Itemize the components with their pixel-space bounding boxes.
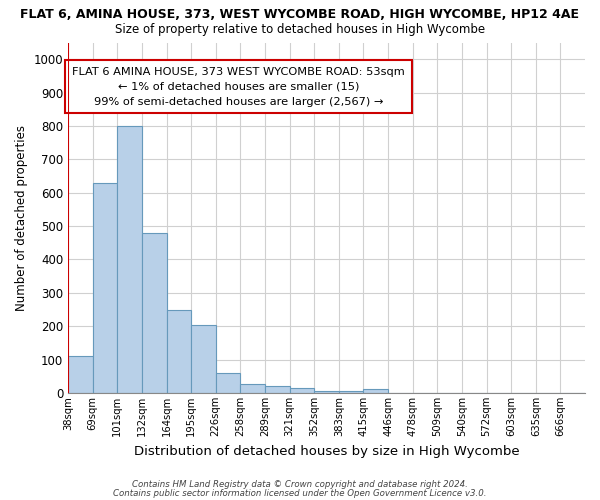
Bar (290, 388, 314, 393)
Bar (314, 392, 339, 393)
Text: FLAT 6, AMINA HOUSE, 373, WEST WYCOMBE ROAD, HIGH WYCOMBE, HP12 4AE: FLAT 6, AMINA HOUSE, 373, WEST WYCOMBE R… (20, 8, 580, 20)
Bar (191, 324, 216, 393)
Text: Contains public sector information licensed under the Open Government Licence v3: Contains public sector information licen… (113, 489, 487, 498)
X-axis label: Distribution of detached houses by size in High Wycombe: Distribution of detached houses by size … (134, 444, 520, 458)
Bar (339, 392, 364, 393)
Y-axis label: Number of detached properties: Number of detached properties (15, 125, 28, 311)
Text: Contains HM Land Registry data © Crown copyright and database right 2024.: Contains HM Land Registry data © Crown c… (132, 480, 468, 489)
Bar (142, 233, 167, 393)
Text: FLAT 6 AMINA HOUSE, 373 WEST WYCOMBE ROAD: 53sqm
← 1% of detached houses are sma: FLAT 6 AMINA HOUSE, 373 WEST WYCOMBE ROA… (72, 67, 405, 106)
Bar (216, 373, 241, 393)
Bar (265, 386, 290, 393)
Bar (92, 182, 117, 393)
Bar (167, 310, 191, 393)
Bar (364, 389, 388, 393)
Bar (68, 356, 92, 393)
Bar (117, 126, 142, 393)
Text: Size of property relative to detached houses in High Wycombe: Size of property relative to detached ho… (115, 22, 485, 36)
Bar (241, 384, 265, 393)
